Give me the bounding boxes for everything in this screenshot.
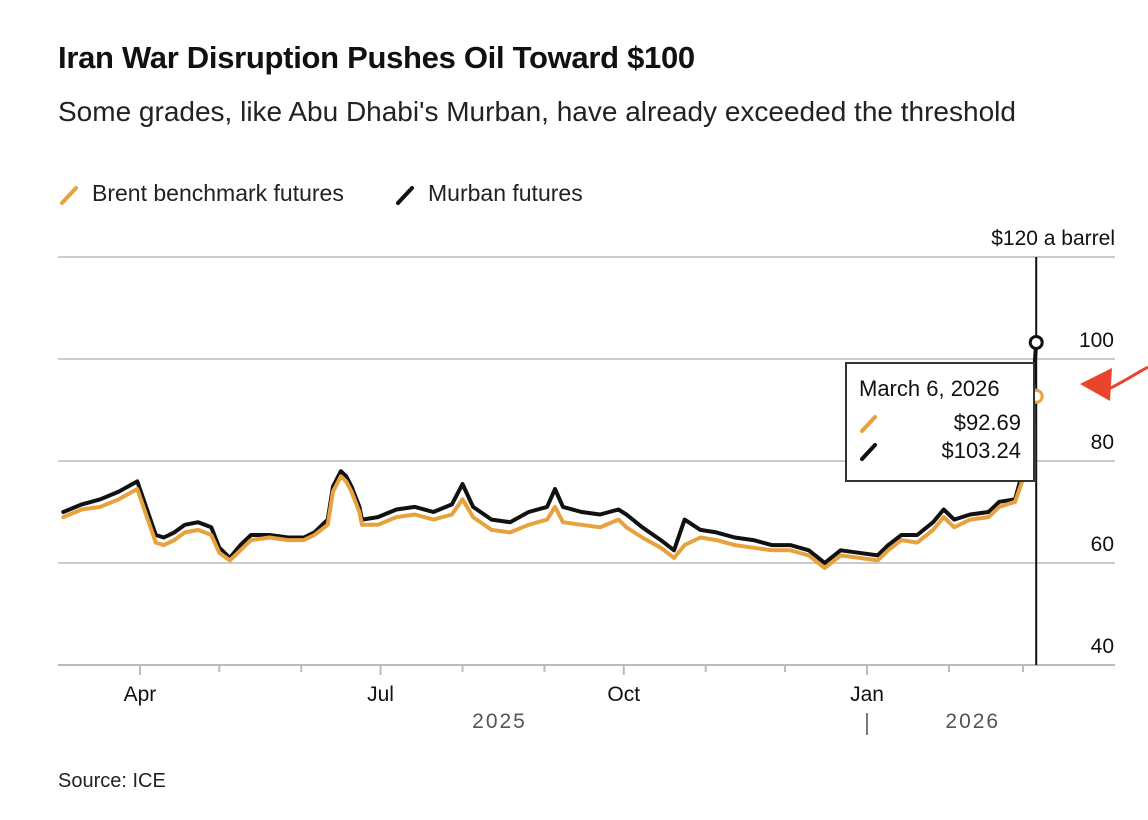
y-axis-unit-label: $120 a barrel: [991, 227, 1115, 250]
brent-series-line: [61, 394, 1039, 571]
murban-swatch-icon: [860, 443, 877, 461]
x-tick-label-oct: Oct: [607, 683, 640, 706]
annotation-arrow-head: [1080, 368, 1112, 401]
tooltip-row-murban: $103.24: [859, 438, 1021, 464]
brent-swatch-icon: [60, 186, 78, 205]
murban-series-line: [61, 340, 1039, 565]
y-tick-label-60: 60: [1091, 533, 1114, 556]
line-chart[interactable]: Apr Jul Oct Jan 2025 2026 40 60 80 100 $120 a bar…: [0, 215, 1148, 745]
x-year-label-2025: 2025: [472, 710, 527, 733]
chart-subtitle: Some grades, like Abu Dhabi's Murban, ha…: [58, 96, 1016, 127]
murban-swatch-icon: [396, 186, 414, 205]
y-tick-label-100: 100: [1079, 329, 1114, 352]
x-tick-label-jul: Jul: [367, 683, 394, 706]
brent-swatch-icon: [860, 415, 877, 433]
tooltip-row-brent: $92.69: [859, 410, 1021, 436]
legend-label-murban: Murban futures: [428, 180, 583, 206]
hover-tooltip: March 6, 2026 $92.69 $103.24: [845, 362, 1035, 482]
x-tick-label-jan: Jan: [850, 683, 884, 706]
y-tick-label-40: 40: [1091, 635, 1114, 658]
x-tick-label-apr: Apr: [124, 683, 157, 706]
x-year-label-2026: 2026: [945, 710, 1000, 733]
source-note: Source: ICE: [58, 770, 166, 792]
tooltip-murban-value: $103.24: [941, 438, 1021, 463]
legend-label-brent: Brent benchmark futures: [92, 180, 344, 206]
tooltip-date: March 6, 2026: [859, 376, 1000, 401]
chart-title: Iran War Disruption Pushes Oil Toward $1…: [58, 40, 695, 75]
y-tick-label-80: 80: [1091, 431, 1114, 454]
murban-hover-marker: [1028, 334, 1044, 350]
tooltip-brent-value: $92.69: [953, 410, 1021, 435]
